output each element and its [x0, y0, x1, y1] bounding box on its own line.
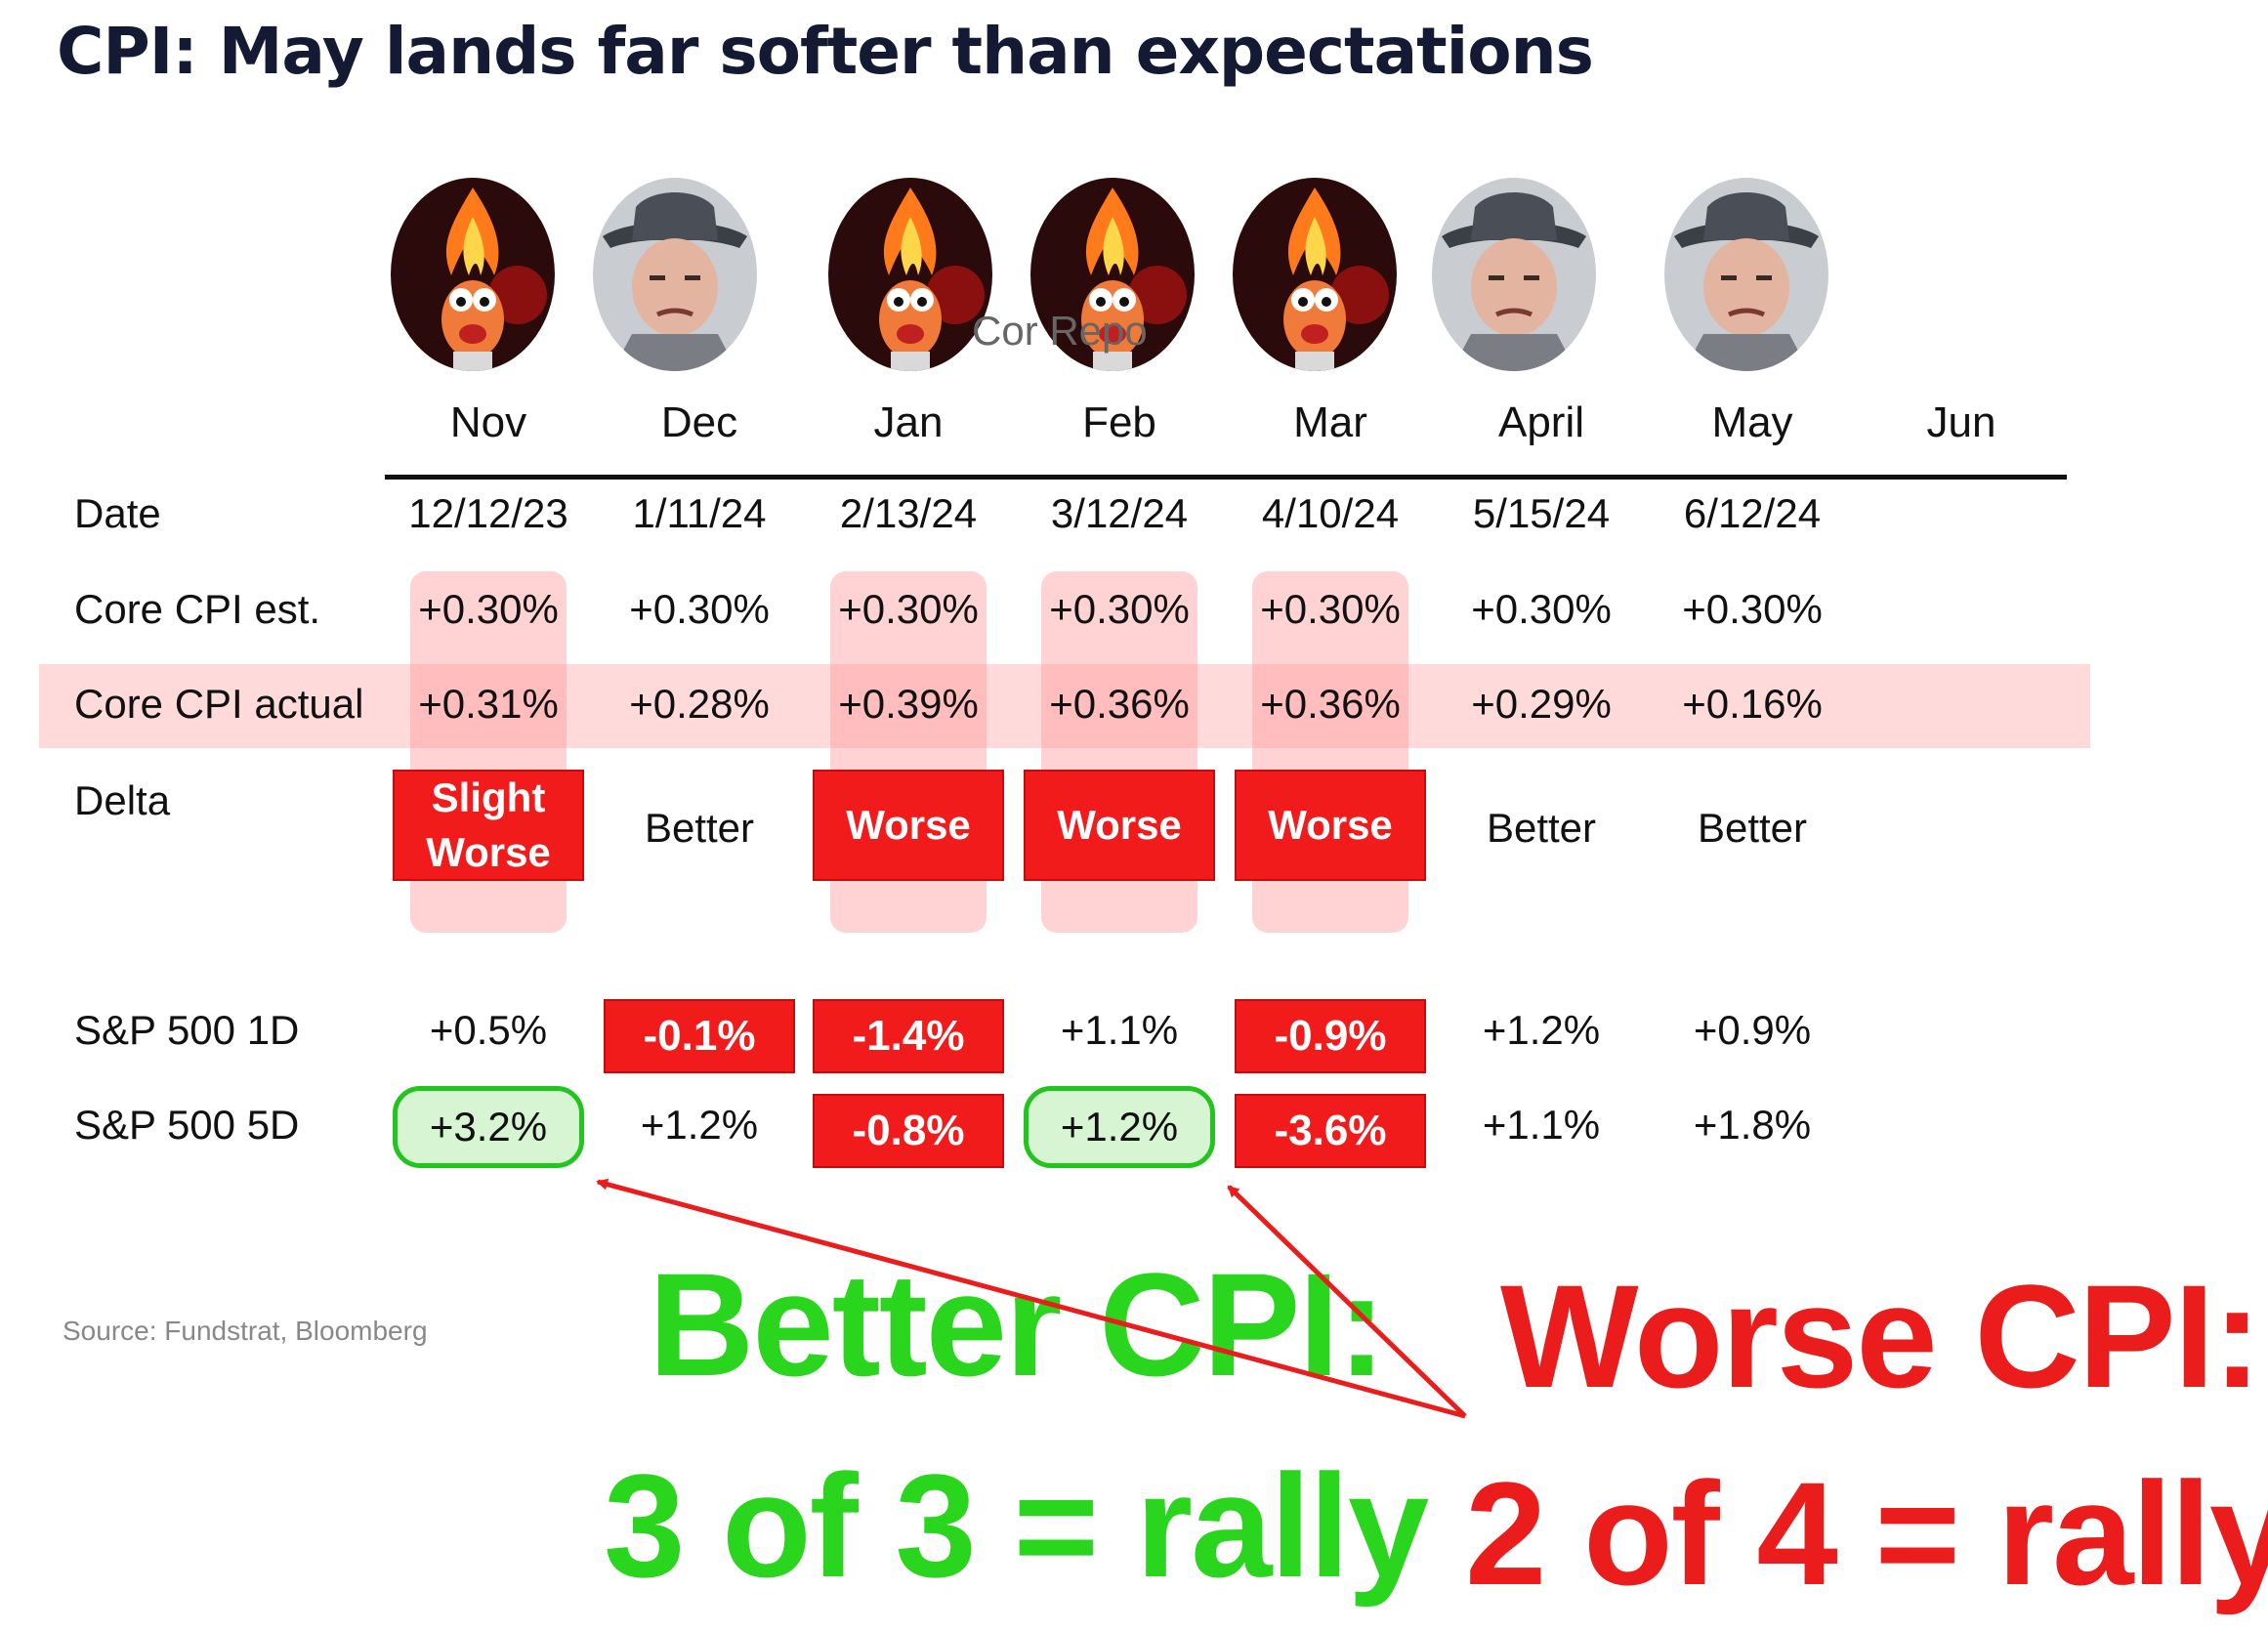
date-cell: 12/12/23 [408, 490, 568, 536]
callout-better-subtitle: 3 of 3 = rally [604, 1443, 1429, 1608]
core-cpi-actual-cell: +0.31% [418, 681, 559, 727]
delta-badge-slight-worse: Slight Worse [393, 770, 584, 881]
date-cell: 4/10/24 [1261, 490, 1400, 536]
delta-better: Better [1697, 805, 1808, 851]
delta-badge-worse: Worse [813, 770, 1004, 881]
callout-worse-title: Worse CPI: [1500, 1254, 2261, 1418]
flaming-muppet-icon [1030, 178, 1195, 371]
sp500-1d-negative-badge: -0.9% [1235, 999, 1426, 1073]
delta-badge-line: Slight [431, 774, 546, 820]
core-cpi-actual-cell: +0.28% [629, 681, 770, 727]
row-label-date: Date [74, 490, 161, 536]
flaming-muppet-icon [391, 178, 555, 371]
source-note: Source: Fundstrat, Bloomberg [63, 1316, 428, 1346]
flaming-muppet-icon [1233, 178, 1397, 371]
column-header: Dec [660, 398, 738, 446]
sp500-1d-cell: +1.1% [1060, 1007, 1179, 1053]
column-header: Nov [449, 398, 527, 446]
core-cpi-est-cell: +0.30% [1682, 586, 1823, 632]
delta-badge-worse: Worse [1024, 770, 1215, 881]
flaming-muppet-icon [828, 178, 992, 371]
core-cpi-est-cell: +0.30% [1260, 586, 1401, 632]
sp500-1d-negative-badge: -0.1% [604, 999, 795, 1073]
column-header: April [1497, 398, 1585, 446]
date-cell: 1/11/24 [632, 490, 767, 536]
core-cpi-actual-cell: +0.29% [1471, 681, 1612, 727]
cowboy-hat-man-icon [1664, 178, 1828, 371]
sp500-5d-cell: +1.1% [1482, 1102, 1601, 1148]
core-cpi-actual-cell: +0.36% [1260, 681, 1401, 727]
column-header: Mar [1293, 398, 1367, 446]
callout-worse-subtitle: 2 of 4 = rally [1465, 1451, 2268, 1615]
column-header: Jun [1926, 398, 1996, 446]
sp500-5d-rally-badge: +3.2% [393, 1086, 584, 1168]
date-cell: 6/12/24 [1683, 490, 1822, 536]
sp500-1d-cell: +0.5% [429, 1007, 548, 1053]
date-cell: 3/12/24 [1050, 490, 1189, 536]
cowboy-hat-man-icon [593, 178, 757, 371]
sp500-1d-negative-badge: -1.4% [813, 999, 1004, 1073]
slide-title: CPI: May lands far softer than expectati… [57, 14, 1594, 89]
core-cpi-est-cell: +0.30% [838, 586, 979, 632]
core-cpi-actual-row-highlight [39, 664, 2090, 748]
column-header: Jan [873, 398, 944, 446]
delta-badge-line: Worse [426, 829, 551, 875]
core-cpi-est-cell: +0.30% [1049, 586, 1190, 632]
core-cpi-actual-cell: +0.16% [1682, 681, 1823, 727]
sp500-5d-rally-badge: +1.2% [1024, 1086, 1215, 1168]
core-cpi-est-cell: +0.30% [418, 586, 559, 632]
delta-better: Better [644, 805, 755, 851]
delta-badge-worse: Worse [1235, 770, 1426, 881]
core-cpi-actual-cell: +0.36% [1049, 681, 1190, 727]
column-header: May [1711, 398, 1793, 446]
delta-better: Better [1486, 805, 1597, 851]
row-label-core-cpi-actual: Core CPI actual [74, 681, 364, 727]
core-cpi-actual-cell: +0.39% [838, 681, 979, 727]
sp500-5d-negative-badge: -0.8% [813, 1094, 1004, 1168]
sp500-5d-negative-badge: -3.6% [1235, 1094, 1426, 1168]
core-cpi-est-cell: +0.30% [1471, 586, 1612, 632]
sp500-1d-cell: +0.9% [1693, 1007, 1812, 1053]
row-label-sp500-5d: S&P 500 5D [74, 1102, 300, 1148]
row-label-core-cpi-est: Core CPI est. [74, 586, 321, 632]
sp500-1d-cell: +1.2% [1482, 1007, 1601, 1053]
column-header: Feb [1082, 398, 1156, 446]
sp500-5d-cell: +1.2% [640, 1102, 759, 1148]
date-cell: 2/13/24 [839, 490, 978, 536]
row-label-sp500-1d: S&P 500 1D [74, 1007, 300, 1053]
sp500-5d-cell: +1.8% [1693, 1102, 1812, 1148]
header-rule [385, 475, 2067, 480]
cowboy-hat-man-icon [1432, 178, 1596, 371]
row-label-delta: Delta [74, 777, 171, 823]
callout-better-title: Better CPI: [649, 1242, 1386, 1406]
watermark-fragment: Cor Repo [972, 308, 1148, 354]
core-cpi-est-cell: +0.30% [629, 586, 770, 632]
date-cell: 5/15/24 [1472, 490, 1611, 536]
